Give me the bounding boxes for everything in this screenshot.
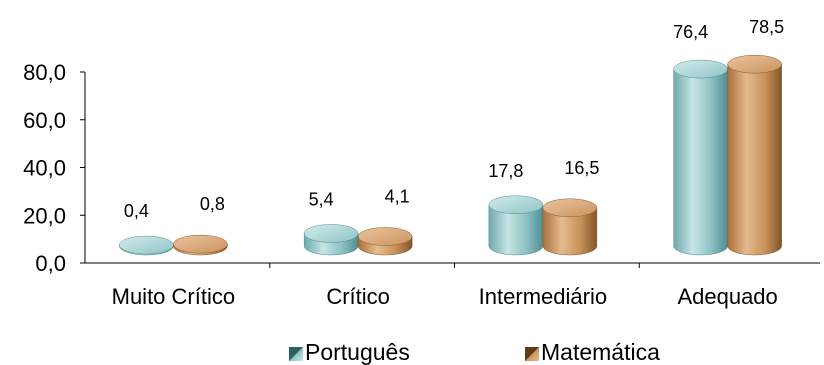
data-label: 16,5: [564, 158, 599, 178]
bar-portugues: [119, 236, 173, 255]
x-tick-label: Intermediário: [479, 284, 607, 309]
legend-item-matematica: Matemática: [525, 340, 660, 365]
data-label: 76,4: [673, 22, 708, 42]
legend-label-matematica: Matemática: [541, 340, 660, 365]
data-label: 0,4: [124, 201, 149, 221]
x-tick-label: Adequado: [677, 284, 777, 309]
legend-swatch-matematica-icon: [525, 347, 539, 361]
data-label: 5,4: [309, 189, 334, 209]
data-label: 17,8: [488, 161, 523, 181]
bar-matematica: [173, 235, 227, 255]
data-label: 4,1: [385, 187, 410, 207]
bar-portugues: [304, 224, 358, 255]
bar-portugues: [674, 60, 728, 255]
legend: Português Matemática: [0, 340, 824, 365]
y-tick-label: 0,0: [35, 251, 66, 276]
y-tick-label: 20,0: [23, 203, 66, 228]
x-tick-label: Muito Crítico: [112, 284, 235, 309]
data-label: 78,5: [749, 17, 784, 37]
x-tick-label: Crítico: [326, 284, 390, 309]
data-label: 0,8: [200, 194, 225, 214]
bar-matematica: [358, 228, 412, 255]
y-tick-label: 40,0: [23, 156, 66, 181]
legend-swatch-portugues-icon: [289, 347, 303, 361]
bar-matematica: [543, 199, 597, 255]
bar-matematica: [728, 55, 782, 255]
legend-item-portugues: Português: [289, 340, 410, 365]
bar-chart: 0,0 20,0 40,0 60,0 80,0 Muito Crítico Crítico I…: [0, 0, 824, 340]
y-tick-label: 80,0: [23, 60, 66, 85]
y-tick-label: 60,0: [23, 108, 66, 133]
legend-label-portugues: Português: [305, 340, 410, 365]
bar-portugues: [489, 196, 543, 255]
